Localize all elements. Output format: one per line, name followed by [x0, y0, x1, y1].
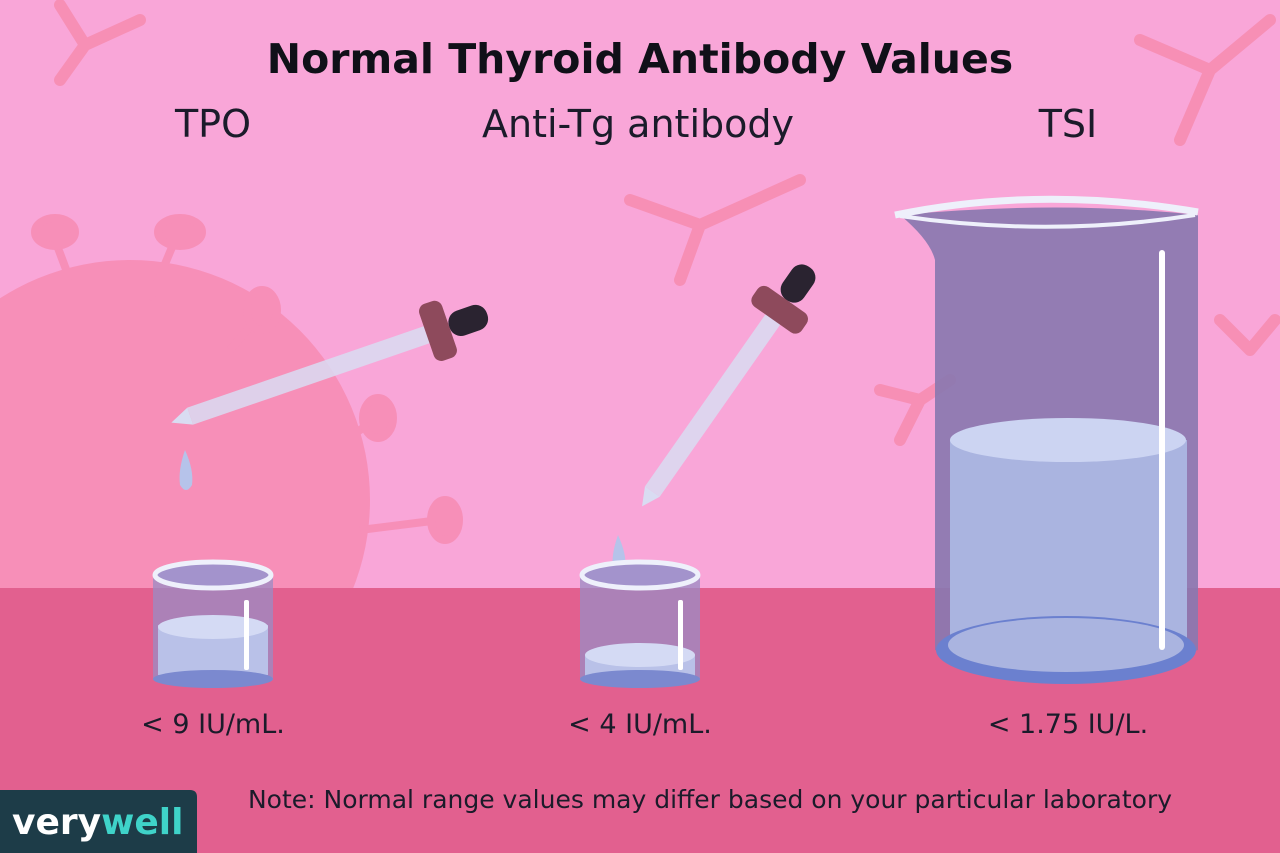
virus-spikes — [31, 214, 463, 544]
dropper — [642, 264, 816, 507]
test-value: < 9 IU/mL. — [141, 709, 285, 740]
logo-second: well — [101, 802, 183, 843]
drop — [179, 450, 193, 490]
cup — [152, 559, 274, 688]
cup — [579, 559, 701, 688]
test-value: < 1.75 IU/L. — [988, 709, 1148, 740]
test-label: TPO — [174, 102, 251, 146]
note: Note: Normal range values may differ bas… — [248, 785, 1172, 814]
title: Normal Thyroid Antibody Values — [267, 35, 1013, 83]
test-value: < 4 IU/mL. — [568, 709, 712, 740]
logo: verywell — [12, 802, 183, 843]
antibody-decor — [54, 0, 1280, 446]
logo-box — [0, 790, 197, 853]
test-label: Anti-Tg antibody — [482, 102, 794, 146]
dropper — [171, 300, 489, 425]
beaker — [894, 195, 1199, 684]
test-label: TSI — [1038, 102, 1098, 146]
logo-first: very — [12, 802, 101, 843]
